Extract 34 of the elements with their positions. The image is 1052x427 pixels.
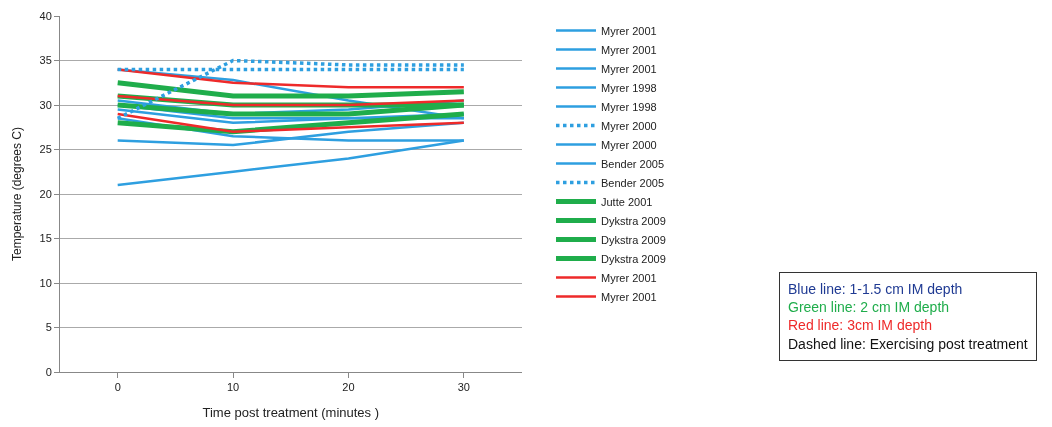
legend-label: Myrer 2000 [601, 138, 657, 151]
legend-label: Bender 2005 [601, 157, 664, 170]
legend-label: Myrer 2001 [601, 271, 657, 284]
y-tick-label: 20 [39, 187, 52, 200]
text: Blue line: 1-1.5 cm IM depth [788, 281, 963, 297]
legend-label: Myrer 2001 [601, 43, 657, 56]
legend-label: Myrer 2001 [601, 62, 657, 75]
text: Green line: 2 cm IM depth [788, 299, 950, 316]
legend-label: Bender 2005 [601, 176, 664, 189]
text: Dashed line: Exercising post treatment [788, 335, 1028, 352]
x-tick-label: 30 [457, 381, 470, 394]
legend-label: Myrer 1998 [601, 81, 657, 94]
y-tick-label: 15 [39, 232, 52, 245]
text: Red line: 3cm IM depth [788, 317, 932, 334]
legend-label: Myrer 2001 [601, 24, 657, 37]
x-tick-label: 10 [226, 381, 240, 394]
legend-label: Jutte 2001 [601, 195, 653, 208]
y-tick-label: 30 [39, 98, 52, 111]
x-axis-title: Time post treatment (minutes ) [202, 404, 380, 420]
y-axis-title: Temperature (degrees C) [9, 126, 24, 262]
legend-label: Dykstra 2009 [601, 214, 666, 227]
legend-label: Myrer 1998 [601, 100, 657, 113]
legend-label: Myrer 2001 [601, 290, 657, 303]
legend-label: Dykstra 2009 [601, 233, 666, 246]
y-tick-label: 25 [39, 143, 52, 156]
y-tick-label: 5 [45, 321, 52, 334]
y-tick-label: 0 [45, 365, 52, 378]
y-tick-label: 40 [39, 9, 52, 22]
legend-label: Myrer 2000 [601, 119, 657, 132]
x-tick-label: 0 [114, 381, 121, 394]
x-tick-label: 20 [342, 381, 355, 394]
y-tick-label: 10 [39, 276, 52, 289]
legend-label: Dykstra 2009 [601, 252, 666, 265]
y-tick-label: 35 [39, 54, 52, 67]
